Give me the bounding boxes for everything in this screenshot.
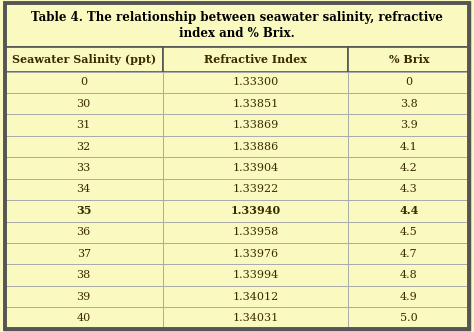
Bar — [348, 243, 469, 264]
Text: 30: 30 — [77, 99, 91, 109]
Text: 4.2: 4.2 — [400, 163, 418, 173]
Text: 1.33886: 1.33886 — [232, 142, 279, 152]
Text: 0: 0 — [80, 77, 87, 87]
Bar — [163, 115, 348, 136]
Text: Seawater Salinity (ppt): Seawater Salinity (ppt) — [12, 54, 156, 65]
Bar — [5, 200, 163, 221]
Text: 1.33976: 1.33976 — [233, 249, 279, 259]
Text: 31: 31 — [77, 120, 91, 130]
Bar — [163, 264, 348, 286]
Bar — [5, 307, 163, 329]
Text: 4.9: 4.9 — [400, 291, 418, 301]
Bar — [5, 286, 163, 307]
Text: 40: 40 — [77, 313, 91, 323]
Text: 1.33869: 1.33869 — [232, 120, 279, 130]
Bar — [5, 264, 163, 286]
Text: 1.34031: 1.34031 — [232, 313, 279, 323]
Bar — [163, 47, 348, 72]
Bar — [163, 243, 348, 264]
Text: 3.9: 3.9 — [400, 120, 418, 130]
Text: 38: 38 — [77, 270, 91, 280]
Text: 1.33958: 1.33958 — [232, 227, 279, 237]
Text: 35: 35 — [76, 206, 91, 216]
Text: 4.3: 4.3 — [400, 185, 418, 195]
Text: % Brix: % Brix — [389, 54, 429, 65]
Text: 4.7: 4.7 — [400, 249, 418, 259]
Text: 33: 33 — [77, 163, 91, 173]
Bar — [5, 72, 163, 93]
Text: 5.0: 5.0 — [400, 313, 418, 323]
Text: 39: 39 — [77, 291, 91, 301]
Text: 1.34012: 1.34012 — [232, 291, 279, 301]
Bar — [163, 136, 348, 157]
Bar — [348, 115, 469, 136]
Text: 4.4: 4.4 — [399, 206, 419, 216]
Bar — [163, 200, 348, 221]
Bar — [5, 243, 163, 264]
Bar — [348, 47, 469, 72]
Bar — [5, 179, 163, 200]
Text: 0: 0 — [405, 77, 412, 87]
Bar — [163, 157, 348, 179]
Bar — [5, 157, 163, 179]
Bar — [5, 93, 163, 115]
Text: 1.33922: 1.33922 — [232, 185, 279, 195]
Bar — [348, 136, 469, 157]
Text: 4.5: 4.5 — [400, 227, 418, 237]
Bar — [163, 307, 348, 329]
Text: 37: 37 — [77, 249, 91, 259]
Bar — [348, 307, 469, 329]
Text: 1.33300: 1.33300 — [232, 77, 279, 87]
Bar — [348, 286, 469, 307]
Bar — [5, 136, 163, 157]
Bar — [163, 221, 348, 243]
Bar — [163, 179, 348, 200]
Text: 1.33904: 1.33904 — [232, 163, 279, 173]
Bar — [5, 115, 163, 136]
Bar — [348, 72, 469, 93]
Bar — [348, 179, 469, 200]
Text: 1.33940: 1.33940 — [230, 206, 281, 216]
Bar — [348, 93, 469, 115]
Bar — [163, 72, 348, 93]
Text: 3.8: 3.8 — [400, 99, 418, 109]
Text: 32: 32 — [77, 142, 91, 152]
Text: Table 4. The relationship between seawater salinity, refractive
index and % Brix: Table 4. The relationship between seawat… — [31, 11, 443, 40]
Bar — [5, 47, 163, 72]
Text: 1.33994: 1.33994 — [232, 270, 279, 280]
Bar — [348, 221, 469, 243]
Text: 4.8: 4.8 — [400, 270, 418, 280]
Text: 4.1: 4.1 — [400, 142, 418, 152]
Bar — [163, 93, 348, 115]
Bar — [348, 200, 469, 221]
Bar — [5, 3, 469, 47]
Bar — [5, 221, 163, 243]
Bar — [348, 157, 469, 179]
Text: 34: 34 — [77, 185, 91, 195]
Bar — [348, 264, 469, 286]
Bar — [163, 286, 348, 307]
Text: 1.33851: 1.33851 — [232, 99, 279, 109]
Text: Refractive Index: Refractive Index — [204, 54, 307, 65]
Text: 36: 36 — [77, 227, 91, 237]
